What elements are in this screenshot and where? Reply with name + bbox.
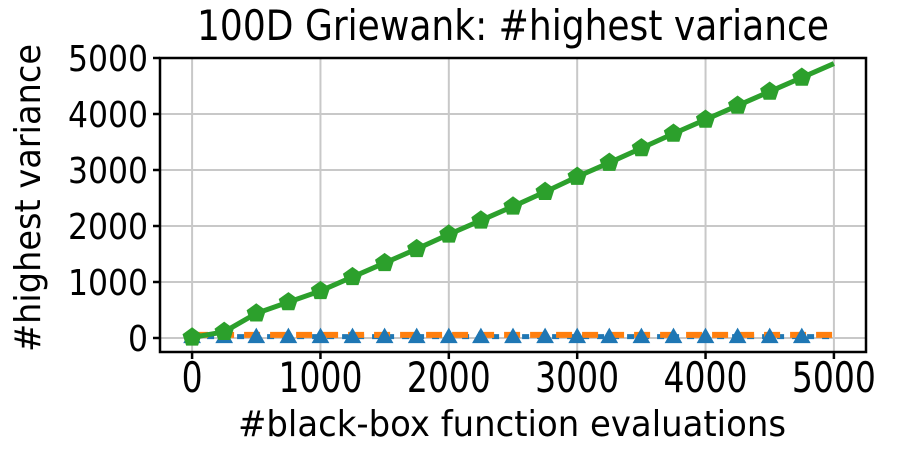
y-axis-label: #highest variance — [8, 44, 49, 352]
pentagon-marker — [503, 196, 523, 215]
triangle-up-marker — [536, 327, 554, 344]
y-tick-label: 5000 — [68, 39, 148, 80]
x-tick-label: 2000 — [407, 353, 491, 402]
x-tick-labels: 0 1000 2000 3000 4000 5000 — [182, 353, 876, 402]
triangle-up-marker — [439, 327, 458, 344]
x-tick-label: 3000 — [535, 353, 619, 402]
triangle-up-marker — [728, 327, 747, 344]
data-series — [182, 61, 835, 346]
pentagon-marker — [631, 138, 651, 157]
triangle-up-marker — [343, 327, 362, 344]
triangle-up-marker — [792, 327, 811, 344]
pentagon-marker — [342, 266, 363, 286]
x-tick-label: 1000 — [278, 353, 362, 402]
y-tick-label: 0 — [128, 319, 148, 360]
x-tick-label: 5000 — [792, 353, 876, 402]
triangle-up-marker — [632, 327, 651, 344]
pentagon-marker — [567, 166, 587, 185]
triangle-up-marker — [375, 327, 394, 344]
pentagon-marker — [471, 210, 491, 229]
pentagon-marker — [792, 67, 812, 86]
triangle-up-marker — [504, 327, 522, 344]
pentagon-marker — [407, 238, 427, 258]
pentagon-marker — [663, 123, 684, 142]
pentagon-marker — [439, 224, 459, 243]
x-tick-label: 4000 — [664, 353, 748, 402]
triangle-up-marker — [407, 327, 426, 344]
pentagon-marker — [695, 109, 716, 128]
x-tick-label: 0 — [182, 353, 203, 402]
pentagon-marker — [599, 152, 619, 171]
y-tick-label: 2000 — [68, 207, 148, 248]
pentagon-marker — [728, 95, 748, 114]
pentagon-marker — [278, 292, 298, 311]
triangle-up-marker — [472, 327, 490, 344]
y-tick-labels: 0 1000 2000 3000 4000 5000 — [68, 39, 148, 360]
chart-title: 100D Griewank: #highest variance — [197, 1, 829, 50]
triangle-up-marker — [760, 327, 779, 344]
y-tick-label: 4000 — [68, 95, 148, 136]
x-axis-label: #black-box function evaluations — [238, 404, 786, 445]
y-tick-label: 1000 — [68, 263, 148, 304]
pentagon-marker — [375, 252, 395, 272]
triangle-up-marker — [664, 327, 683, 344]
triangle-up-marker — [600, 327, 619, 344]
pentagon-marker — [246, 303, 266, 322]
triangle-up-marker — [568, 327, 587, 344]
plot-frame — [158, 56, 868, 354]
axis-ticks — [153, 56, 836, 359]
pentagon-marker — [760, 81, 780, 100]
triangle-up-marker — [279, 327, 298, 344]
triangle-up-marker — [247, 327, 266, 344]
y-tick-label: 3000 — [68, 151, 148, 192]
pentagon-marker — [214, 321, 234, 340]
triangle-up-marker — [311, 327, 330, 344]
pentagon-marker — [310, 280, 331, 300]
triangle-up-marker — [696, 327, 715, 344]
pentagon-marker — [535, 181, 555, 200]
pentagon-marker — [182, 327, 202, 346]
